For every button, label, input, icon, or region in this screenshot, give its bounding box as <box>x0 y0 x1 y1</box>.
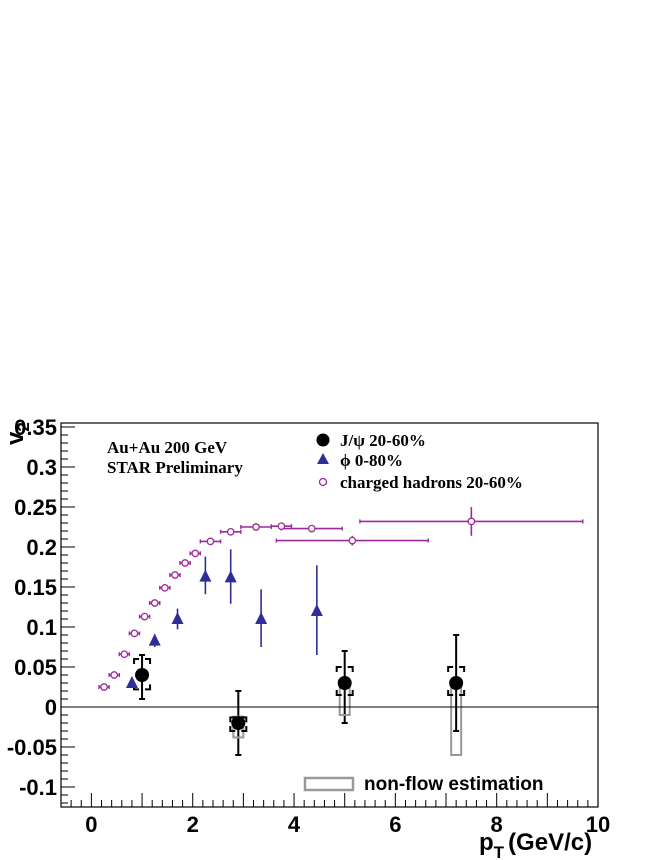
hadron-point <box>191 549 200 558</box>
jpsi-sys-bracket <box>145 684 152 691</box>
hadron-point <box>130 629 139 638</box>
legend-marker-phi <box>317 453 329 464</box>
y-tick-label: -0.1 <box>19 775 57 800</box>
phi-point <box>255 612 268 624</box>
hadron-point <box>467 517 476 526</box>
error-bars <box>98 507 584 756</box>
annotation-star-preliminary: STAR Preliminary <box>107 458 243 477</box>
jpsi-sys-bracket <box>459 690 466 696</box>
legend-label-jpsi: J/ψ 20-60% <box>340 431 426 450</box>
y-tick-label: 0.2 <box>26 535 57 560</box>
hadron-point <box>171 571 179 579</box>
plot-area-border <box>60 422 599 808</box>
hadron-point <box>206 537 215 546</box>
hadron-point <box>226 527 235 536</box>
phi-point <box>125 676 138 688</box>
hadron-point <box>110 671 119 679</box>
nonflow-legend: non-flow estimation <box>303 774 543 795</box>
hadron-point <box>307 524 316 533</box>
hadron-point <box>150 599 159 607</box>
jpsi-sys-bracket <box>241 716 248 723</box>
phi-point <box>171 612 184 624</box>
legend-marker-jpsi <box>316 433 330 447</box>
hadron-point <box>100 683 108 691</box>
jpsi-sys-bracket <box>447 690 454 696</box>
jpsi-point <box>449 676 464 690</box>
x-tick-label: 4 <box>288 812 301 837</box>
phi-point <box>310 604 323 616</box>
y-tick-label: 0.25 <box>14 495 57 520</box>
phi-point <box>148 633 161 646</box>
x-tick-label: 6 <box>389 812 401 837</box>
jpsi-sys-bracket <box>347 690 354 696</box>
legend: J/ψ 20-60% ϕ 0-80% charged hadrons 20-60… <box>316 431 523 492</box>
y-axis-title: v2 <box>2 422 33 445</box>
jpsi-sys-bracket <box>447 666 454 672</box>
jpsi-sys-bracket <box>145 658 152 664</box>
jpsi-sys-bracket <box>229 716 236 723</box>
annotation-collision-system: Au+Au 200 GeV <box>107 438 228 457</box>
x-tick-label: 2 <box>187 812 199 837</box>
x-axis-title: pT (GeV/c) <box>479 829 592 860</box>
jpsi-sys-bracket <box>133 658 140 664</box>
x-tick-label: 8 <box>491 812 503 837</box>
jpsi-point <box>135 668 150 682</box>
jpsi-sys-bracket <box>229 726 236 732</box>
phi-point <box>224 570 237 583</box>
systematic-brackets <box>133 658 466 732</box>
x-tick-label: 0 <box>85 812 97 837</box>
hadron-point <box>277 522 286 531</box>
legend-marker-hadrons <box>318 477 328 487</box>
y-tick-label: 0.3 <box>26 455 57 480</box>
axis-ticks: -0.1 -0.05 0 0.05 0.1 0.15 0.2 0.25 0.3 0.35 0 2 4 6 8… <box>7 415 610 837</box>
nonflow-legend-box <box>303 776 355 792</box>
phi-point <box>199 569 212 582</box>
data-markers <box>100 517 476 730</box>
x-tick-label: 10 <box>586 812 610 837</box>
hadron-point <box>348 536 357 545</box>
y-tick-label: 0.15 <box>14 575 57 600</box>
jpsi-sys-bracket <box>347 666 354 672</box>
nonflow-boxes <box>232 682 463 756</box>
hadron-point <box>140 612 149 621</box>
legend-label-hadrons: charged hadrons 20-60% <box>340 473 523 492</box>
hadron-point <box>120 650 129 659</box>
plot-frame <box>60 422 599 808</box>
jpsi-point <box>337 676 352 690</box>
jpsi-sys-bracket <box>335 690 342 696</box>
y-tick-label: 0.05 <box>14 655 57 680</box>
jpsi-sys-bracket <box>335 666 342 672</box>
jpsi-point <box>231 716 246 730</box>
nonflow-legend-label: non-flow estimation <box>364 774 543 795</box>
jpsi-sys-bracket <box>241 726 248 732</box>
y-tick-label: 0.1 <box>26 615 57 640</box>
legend-label-phi: ϕ 0-80% <box>340 451 403 470</box>
hadron-point <box>181 559 189 567</box>
y-tick-label: -0.05 <box>7 735 57 760</box>
hadron-point <box>161 583 169 592</box>
jpsi-sys-bracket <box>459 666 466 672</box>
hadron-point <box>252 523 260 531</box>
y-tick-label: 0 <box>45 695 57 720</box>
y-tick-label: 0.35 <box>14 415 57 440</box>
